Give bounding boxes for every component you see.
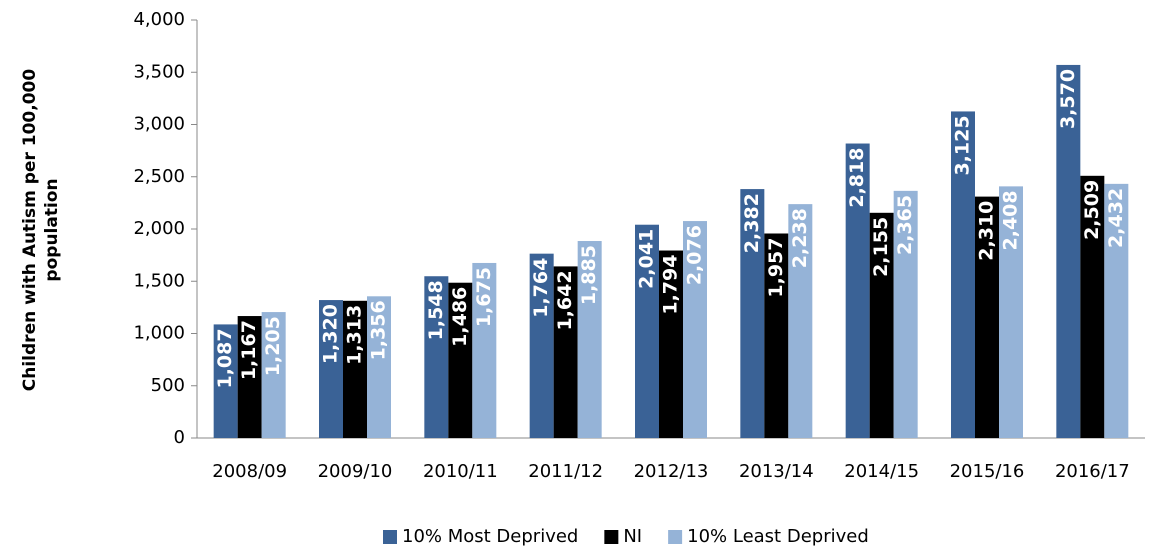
y-tick-label: 0 [174,427,185,448]
y-tick-label: 2,500 [133,166,185,187]
value-label: 1,548 [425,280,447,340]
bar [893,190,918,438]
bar [1056,64,1081,438]
bar [529,253,554,438]
bar [424,276,449,438]
bar [764,233,789,438]
x-tick-label: 2015/16 [950,461,1025,482]
value-label: 2,076 [684,225,706,285]
bar [869,212,894,438]
value-label: 2,408 [1000,190,1022,250]
value-label: 1,642 [554,270,576,330]
bar [635,224,659,438]
bar [553,266,578,438]
y-tick-label: 4,000 [133,9,185,30]
value-label: 3,125 [952,115,974,175]
legend-label: 10% Most Deprived [402,526,578,547]
x-tick-label: 2010/11 [423,461,498,482]
bar [788,204,813,438]
value-label: 2,155 [870,217,892,277]
x-tick-label: 2016/17 [1055,461,1130,482]
bar [845,143,870,439]
value-label: 2,432 [1105,188,1127,248]
value-label: 2,365 [894,195,916,255]
value-label: 2,509 [1081,180,1103,240]
value-label: 1,320 [320,304,342,364]
value-label: 1,885 [578,245,600,305]
bar [261,312,286,438]
value-label: 1,764 [530,258,552,318]
bar [659,250,683,438]
y-tick-label: 1,500 [133,270,185,291]
bar [343,300,367,438]
bar [237,316,262,438]
bar [951,111,975,438]
y-tick-label: 3,000 [133,114,185,135]
value-label: 1,957 [765,237,787,297]
bar [472,262,497,438]
value-label: 1,356 [368,300,390,360]
x-tick-label: 2014/15 [844,461,919,482]
y-tick-label: 1,000 [133,323,185,344]
legend-label: NI [623,526,642,547]
bar [319,300,343,438]
bar [1104,183,1129,438]
y-tick-label: 500 [151,375,185,396]
legend-swatch [604,530,619,544]
value-label: 1,087 [214,328,236,388]
bar [999,186,1023,438]
value-label: 1,486 [449,287,471,347]
value-label: 1,794 [660,255,682,315]
x-tick-label: 2013/14 [739,461,814,482]
legend-label: 10% Least Deprived [687,526,869,547]
value-label: 1,313 [344,305,366,365]
value-label: 1,675 [473,267,495,327]
legend-swatch [668,530,683,544]
y-tick-label: 3,500 [133,61,185,82]
value-label: 2,818 [846,148,868,208]
bar [975,196,999,438]
value-label: 2,382 [741,193,763,253]
value-label: 2,238 [789,208,811,268]
y-axis-title: Children with Autism per 100,000 populat… [20,68,62,392]
value-label: 2,041 [636,229,658,289]
y-tick-label: 2,000 [133,218,185,239]
x-tick-label: 2009/10 [318,461,393,482]
value-label: 3,570 [1057,69,1079,129]
x-tick-label: 2012/13 [634,461,709,482]
value-label: 2,310 [976,201,998,261]
value-label: 1,167 [238,320,260,380]
legend-swatch [383,530,397,544]
bar [448,282,473,438]
bar [577,241,602,438]
bar [367,296,391,438]
bar [1080,175,1105,438]
bar [213,324,238,438]
x-tick-label: 2011/12 [528,461,603,482]
bar [740,189,765,438]
bar [683,221,707,438]
x-tick-label: 2008/09 [212,461,287,482]
value-label: 1,205 [262,316,284,376]
